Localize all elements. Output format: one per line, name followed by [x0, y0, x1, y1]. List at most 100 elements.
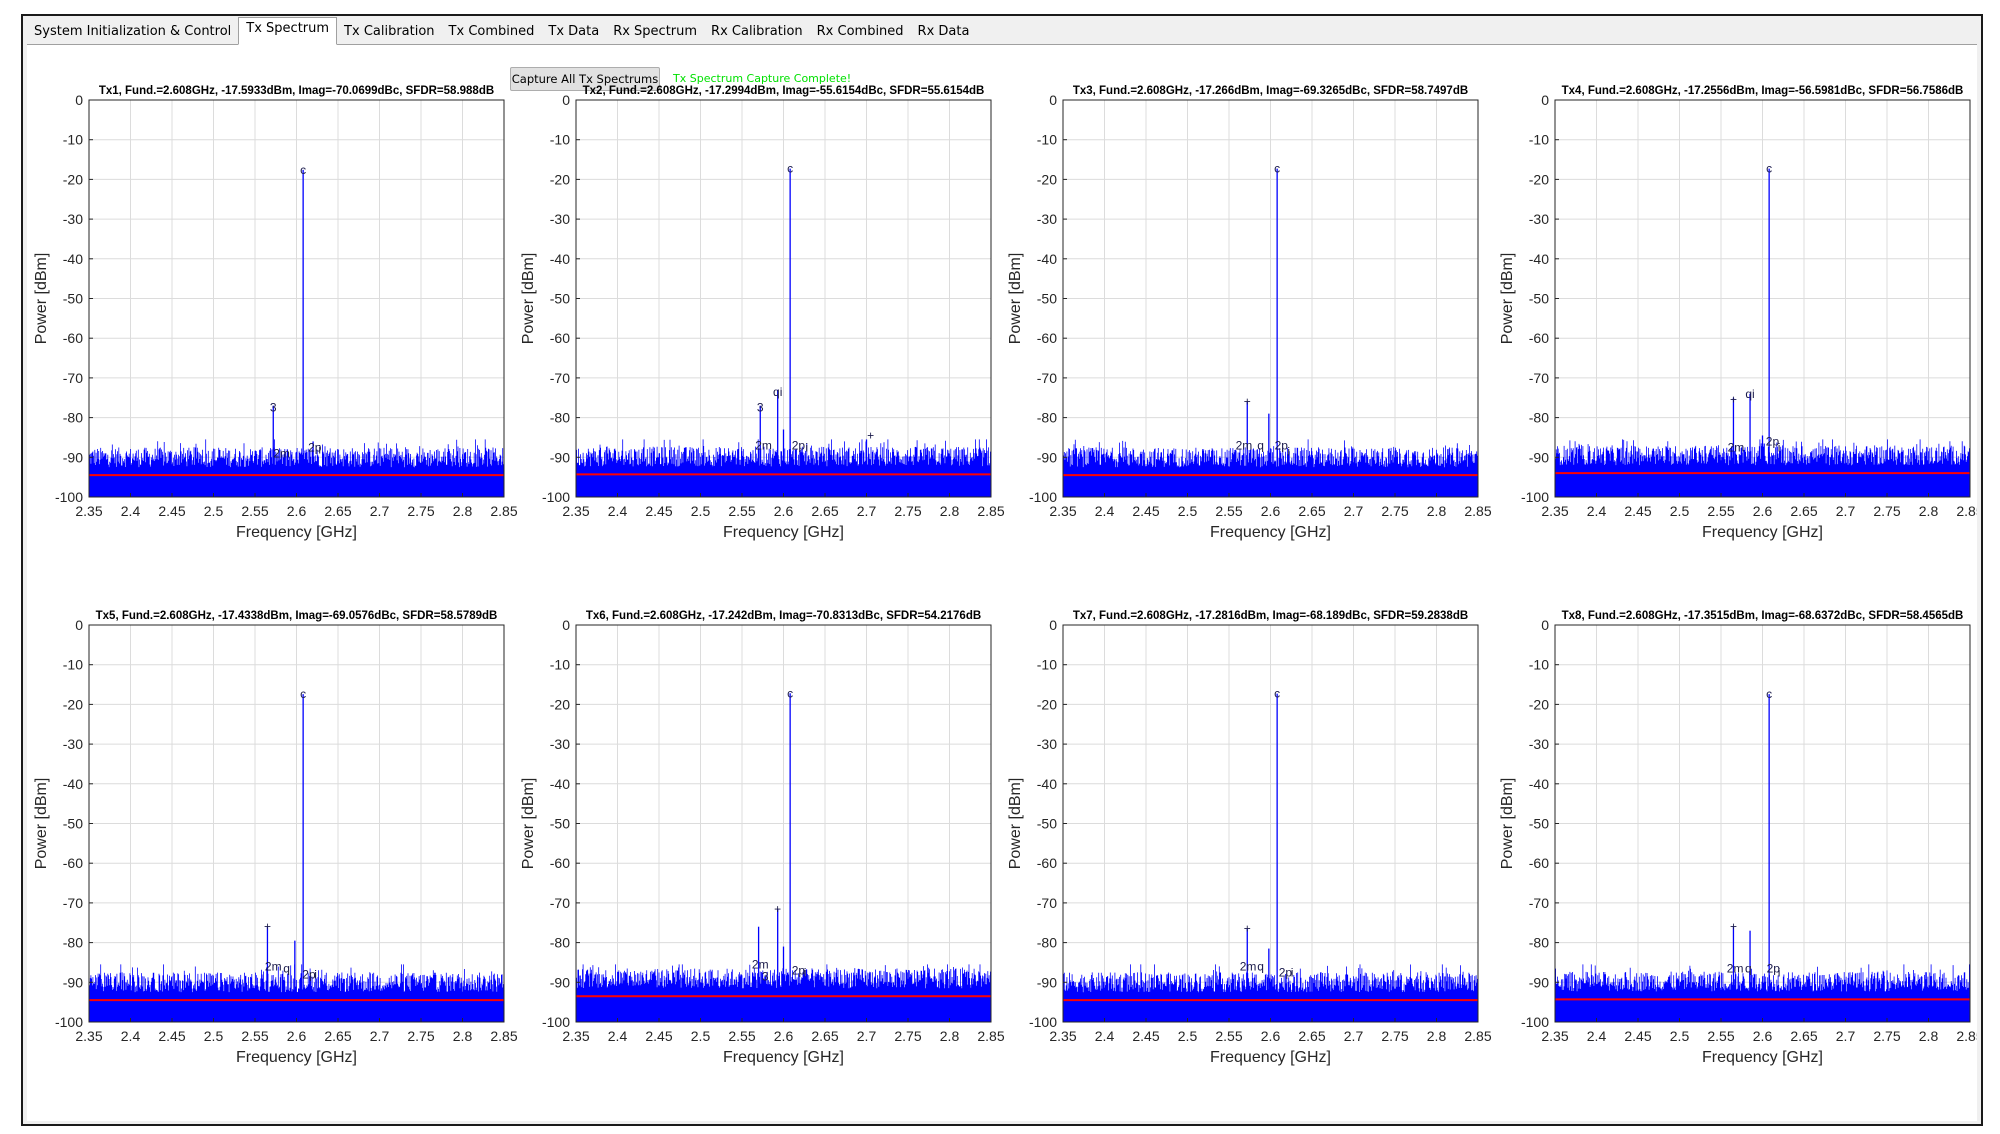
spur-marker-label: i: [1778, 440, 1781, 454]
plot-title: Tx7, Fund.=2.608GHz, -17.2816dBm, Imag=-…: [1073, 610, 1468, 622]
x-tick-label: 2.45: [158, 1028, 185, 1044]
y-tick-label: -20: [550, 171, 570, 187]
y-tick-label: -20: [1529, 171, 1549, 187]
y-axis-label: Power [dBm]: [1499, 253, 1516, 345]
spur-marker-label: +: [1244, 922, 1251, 936]
y-tick-label: 0: [562, 617, 570, 633]
y-tick-label: -70: [550, 370, 570, 386]
x-tick-label: 2.5: [691, 503, 711, 519]
y-tick-label: 0: [1541, 92, 1549, 108]
x-tick-label: 2.5: [691, 1028, 711, 1044]
spur-marker-label: 2m: [1240, 959, 1257, 973]
x-tick-label: 2.85: [1464, 503, 1491, 519]
tab-tx-combined[interactable]: Tx Combined: [448, 24, 535, 39]
capture-all-tx-spectrums-button[interactable]: Capture All Tx Spectrums: [510, 67, 660, 91]
tab-system-initialization[interactable]: System Initialization & Control: [34, 24, 232, 39]
y-tick-label: -50: [1529, 816, 1549, 832]
y-axis-label: Power [dBm]: [1007, 778, 1024, 870]
x-axis-label: Frequency [GHz]: [1702, 524, 1823, 541]
y-tick-label: -80: [1037, 410, 1057, 426]
noise-band: [89, 994, 504, 1022]
x-axis-label: Frequency [GHz]: [1210, 524, 1331, 541]
x-tick-label: 2.75: [894, 1028, 921, 1044]
x-axis-label: Frequency [GHz]: [723, 1049, 844, 1066]
y-tick-label: -60: [1529, 330, 1549, 346]
y-tick-label: -80: [63, 410, 83, 426]
x-tick-label: 2.6: [1261, 1028, 1281, 1044]
x-tick-label: 2.5: [1178, 503, 1198, 519]
y-tick-label: -100: [542, 1014, 570, 1030]
y-tick-label: -70: [63, 370, 83, 386]
x-tick-label: 2.6: [287, 1028, 307, 1044]
x-axis-label: Frequency [GHz]: [236, 1049, 357, 1066]
y-tick-label: -100: [1029, 1014, 1057, 1030]
x-tick-label: 2.45: [1132, 503, 1159, 519]
y-tick-label: 0: [1541, 617, 1549, 633]
y-tick-label: -10: [550, 657, 570, 673]
y-tick-label: -10: [1529, 657, 1549, 673]
tab-tx-spectrum[interactable]: Tx Spectrum: [238, 17, 338, 45]
spur-marker-label: i: [314, 967, 317, 981]
y-tick-label: -90: [1037, 449, 1057, 465]
spectrum-plot-tx1: c 3 2m 2pi 2.35 2.4 2.45 2.5 2.55 2.6 2.65 2.7 2.75 2…: [33, 85, 518, 541]
y-tick-label: 0: [1049, 617, 1057, 633]
x-tick-label: 2.7: [1344, 503, 1364, 519]
y-tick-label: -50: [550, 291, 570, 307]
x-tick-label: 2.55: [1215, 1028, 1242, 1044]
y-tick-label: -30: [1529, 211, 1549, 227]
spur-marker-label: qi: [1745, 387, 1754, 401]
plot-title: Tx4, Fund.=2.608GHz, -17.2556dBm, Imag=-…: [1562, 85, 1964, 97]
y-tick-label: -30: [550, 736, 570, 752]
x-tick-label: 2.35: [1541, 1028, 1568, 1044]
tab-rx-data[interactable]: Rx Data: [917, 24, 970, 39]
x-tick-label: 2.4: [1587, 503, 1607, 519]
y-axis-label: Power [dBm]: [33, 253, 50, 345]
y-tick-label: -10: [550, 132, 570, 148]
x-tick-label: 2.65: [1298, 1028, 1325, 1044]
y-tick-label: -30: [63, 211, 83, 227]
x-tick-label: 2.35: [1541, 503, 1568, 519]
tab-tx-data[interactable]: Tx Data: [548, 24, 600, 39]
spectrum-plot-tx4: c + qi 2m 2pi 2.35 2.4 2.45 2.5 2.55 2.6 2.65 2.7 2.7…: [1499, 85, 1977, 541]
x-tick-label: 2.55: [241, 1028, 268, 1044]
x-tick-label: 2.45: [1624, 1028, 1651, 1044]
y-tick-label: -90: [63, 449, 83, 465]
y-tick-label: -20: [550, 696, 570, 712]
y-tick-label: -40: [1037, 251, 1057, 267]
x-tick-label: 2.7: [1344, 1028, 1364, 1044]
tab-tx-calibration[interactable]: Tx Calibration: [344, 24, 435, 39]
y-tick-label: -30: [1037, 736, 1057, 752]
spur-marker-label: +: [1730, 920, 1737, 934]
y-tick-label: -80: [1037, 935, 1057, 951]
spur-marker-label: 2m: [273, 446, 290, 460]
spur-marker-label: 2p: [1279, 965, 1293, 979]
x-tick-label: 2.6: [774, 503, 794, 519]
plot-title: Tx6, Fund.=2.608GHz, -17.242dBm, Imag=-7…: [586, 610, 981, 622]
x-tick-label: 2.6: [774, 1028, 794, 1044]
y-tick-label: 0: [562, 92, 570, 108]
y-tick-label: -100: [542, 489, 570, 505]
y-tick-label: -80: [1529, 410, 1549, 426]
noise-band: [1063, 994, 1478, 1022]
y-tick-label: -50: [1529, 291, 1549, 307]
x-tick-label: 2.65: [1298, 503, 1325, 519]
tab-rx-spectrum[interactable]: Rx Spectrum: [613, 24, 698, 39]
x-axis-label: Frequency [GHz]: [236, 524, 357, 541]
plot-title: Tx3, Fund.=2.608GHz, -17.266dBm, Imag=-6…: [1073, 85, 1468, 97]
x-tick-label: 2.8: [940, 503, 960, 519]
x-tick-label: 2.7: [1836, 1028, 1856, 1044]
x-tick-label: 2.5: [204, 1028, 224, 1044]
y-tick-label: -100: [1521, 1014, 1549, 1030]
tab-rx-combined[interactable]: Rx Combined: [816, 24, 904, 39]
y-tick-label: -10: [63, 132, 83, 148]
y-axis-label: Power [dBm]: [33, 778, 50, 870]
y-tick-label: -30: [63, 736, 83, 752]
x-tick-label: 2.8: [453, 503, 473, 519]
spur-marker-label: c: [1766, 687, 1772, 701]
spur-marker-label: +: [774, 902, 781, 916]
tab-rx-calibration[interactable]: Rx Calibration: [711, 24, 803, 39]
x-tick-label: 2.8: [453, 1028, 473, 1044]
noise-band: [89, 469, 504, 497]
x-tick-label: 2.75: [1381, 503, 1408, 519]
y-tick-label: -100: [1029, 489, 1057, 505]
